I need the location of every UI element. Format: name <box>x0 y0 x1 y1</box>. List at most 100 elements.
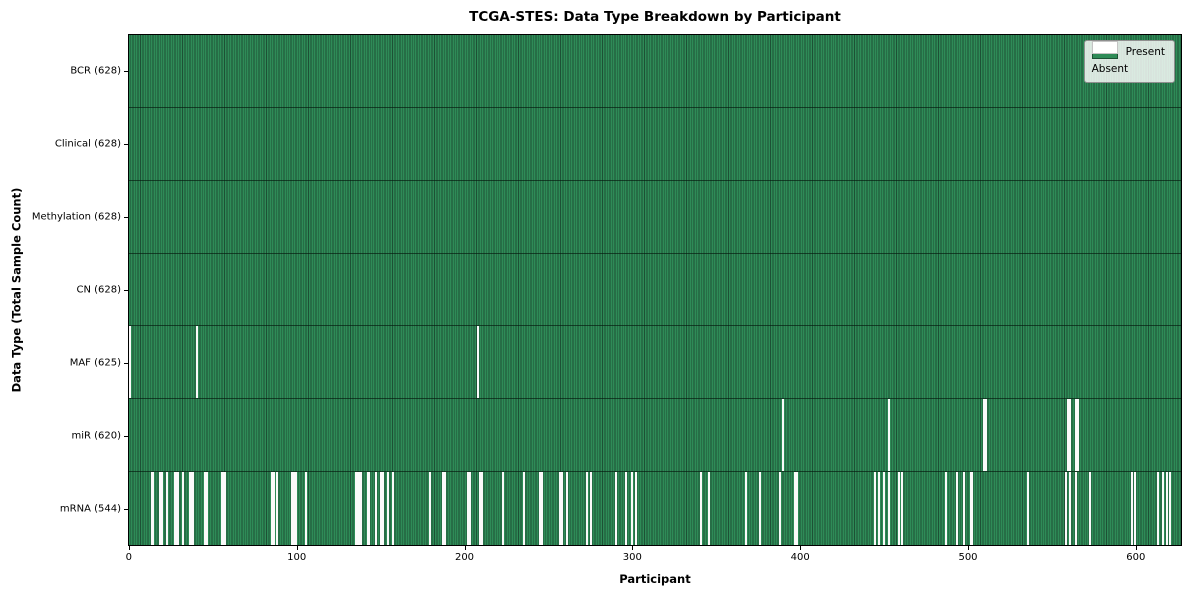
absent-mark <box>1066 399 1069 472</box>
absent-mark <box>468 472 471 545</box>
absent-mark <box>559 472 562 545</box>
absent-mark <box>589 472 592 545</box>
ytick-label-Methylation: Methylation (628) <box>31 211 121 223</box>
xtick-mark <box>296 546 298 550</box>
x-axis-ticks: 0 100 200 300 400 500 600 <box>125 546 1182 572</box>
row-Clinical <box>129 107 1181 181</box>
absent-mark <box>220 472 223 545</box>
absent-mark <box>1076 399 1079 472</box>
legend-label-absent: Absent <box>1091 63 1129 75</box>
absent-mark <box>480 472 483 545</box>
absent-mark <box>375 472 378 545</box>
absent-mark <box>874 472 877 545</box>
ytick-label-CN: CN (628) <box>76 284 121 296</box>
absent-mark <box>614 472 617 545</box>
absent-mark <box>901 472 904 545</box>
absent-mark <box>1065 472 1068 545</box>
absent-mark <box>174 472 177 545</box>
ytick-label-miR: miR (620) <box>71 430 121 442</box>
xtick-mark <box>800 546 802 550</box>
absent-mark <box>1068 399 1071 472</box>
absent-mark <box>443 472 446 545</box>
absent-mark <box>708 472 711 545</box>
xtick-label-200: 200 <box>454 552 475 563</box>
absent-mark <box>1133 472 1136 545</box>
absent-mark <box>195 326 198 399</box>
absent-mark <box>631 472 634 545</box>
row-Methylation <box>129 180 1181 254</box>
absent-mark <box>477 326 480 399</box>
absent-mark <box>205 472 208 545</box>
absent-mark <box>368 472 371 545</box>
absent-mark <box>129 326 131 399</box>
absent-mark <box>380 472 383 545</box>
absent-mark <box>634 472 637 545</box>
absent-mark <box>360 472 362 545</box>
xtick-mark <box>128 546 130 550</box>
ytick-label-BCR: BCR (628) <box>70 65 121 77</box>
absent-mark <box>561 472 564 545</box>
absent-mark <box>795 472 798 545</box>
x-axis-label: Participant <box>619 572 691 586</box>
absent-mark <box>271 472 274 545</box>
xtick-label-500: 500 <box>958 552 978 563</box>
absent-mark <box>522 472 525 545</box>
absent-mark <box>1157 472 1160 545</box>
ytick-mark <box>124 290 128 291</box>
legend: Present Absent <box>1083 40 1175 83</box>
chart-title: TCGA-STES: Data Type Breakdown by Partic… <box>469 9 841 25</box>
absent-mark <box>624 472 627 545</box>
absent-mark <box>442 472 445 545</box>
row-MAF <box>129 326 1181 400</box>
xtick-label-600: 600 <box>1126 552 1146 563</box>
absent-mark <box>700 472 703 545</box>
absent-mark <box>758 472 761 545</box>
absent-mark <box>586 472 589 545</box>
absent-mark <box>428 472 431 545</box>
absent-mark <box>1026 472 1029 545</box>
absent-mark <box>887 399 890 472</box>
absent-mark <box>189 472 192 545</box>
ytick-label-MAF: MAF (625) <box>69 357 121 369</box>
ytick-mark <box>124 509 128 511</box>
ytick-mark <box>124 143 128 145</box>
row-CN <box>129 253 1181 327</box>
absent-mark <box>1165 472 1168 545</box>
row-mRNA <box>129 472 1181 545</box>
absent-mark <box>356 472 359 545</box>
row-BCR <box>129 35 1181 108</box>
absent-mark <box>1088 472 1091 545</box>
absent-mark <box>887 472 890 545</box>
absent-mark <box>182 472 185 545</box>
absent-mark <box>293 472 295 545</box>
xtick-label-100: 100 <box>287 552 307 563</box>
legend-swatch-absent <box>1091 41 1118 54</box>
absent-mark <box>165 472 168 545</box>
absent-mark <box>1068 472 1071 545</box>
xtick-mark <box>632 546 634 550</box>
absent-mark <box>304 472 307 545</box>
absent-mark <box>291 472 294 545</box>
absent-mark <box>1075 472 1078 545</box>
absent-mark <box>192 472 195 545</box>
absent-mark <box>467 472 470 545</box>
absent-mark <box>354 472 357 545</box>
absent-mark <box>540 472 543 545</box>
absent-mark <box>150 472 153 545</box>
absent-mark <box>294 472 297 545</box>
ytick-mark <box>124 363 128 365</box>
absent-mark <box>358 472 361 545</box>
ytick-label-Clinical: Clinical (628) <box>54 138 121 150</box>
xtick-label-300: 300 <box>622 552 642 563</box>
absent-mark <box>956 472 959 545</box>
xtick-label-400: 400 <box>790 552 810 563</box>
absent-mark <box>272 472 275 545</box>
ytick-mark <box>124 70 128 72</box>
absent-mark <box>175 472 178 545</box>
absent-mark <box>478 472 481 545</box>
absent-mark <box>1162 472 1165 545</box>
xtick-label-0: 0 <box>125 552 133 563</box>
ytick-mark <box>124 216 128 218</box>
absent-mark <box>1169 472 1172 545</box>
